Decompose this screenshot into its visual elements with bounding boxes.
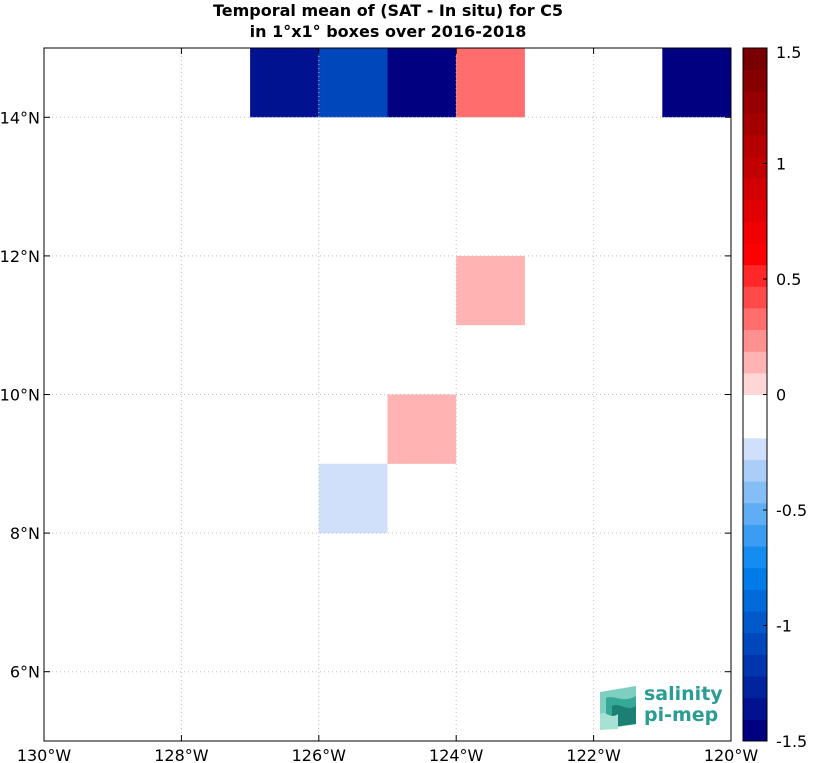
colorbar-segment	[743, 459, 767, 482]
heatmap-cell	[456, 186, 525, 256]
colorbar-segment	[743, 48, 767, 71]
x-tick-label: 120°W	[704, 746, 759, 763]
x-tick-label: 122°W	[566, 746, 621, 763]
heatmap-cell	[318, 48, 388, 118]
colorbar-segment	[743, 502, 767, 525]
heatmap-cell	[318, 463, 388, 534]
colorbar-segment	[743, 329, 767, 352]
colorbar-segment	[743, 697, 767, 720]
colorbar-segment	[743, 69, 767, 92]
y-tick-label: 6°N	[10, 663, 40, 682]
heatmap-cell	[456, 255, 525, 326]
colorbar-segment	[743, 221, 767, 244]
colorbar-segment	[743, 242, 767, 266]
y-tick-label: 10°N	[0, 386, 40, 405]
colorbar-segment	[743, 156, 767, 179]
logo-text-salinity: salinity	[644, 683, 723, 705]
colorbar-segment	[743, 286, 767, 309]
x-tick-label: 128°W	[154, 746, 209, 763]
colorbar-segment	[743, 589, 767, 612]
chart-title: Temporal mean of (SAT - In situ) for C5 …	[0, 0, 776, 42]
colorbar-segment	[743, 416, 767, 439]
colorbar-segment	[743, 134, 767, 157]
colorbar-segment	[743, 307, 767, 331]
y-tick-label: 14°N	[0, 108, 40, 127]
colorbar-tick-label: 0	[776, 386, 786, 405]
colorbar-segment	[743, 177, 767, 201]
salinity-pi-mep-logo: salinity pi-mep	[596, 682, 724, 732]
x-tick-label: 126°W	[292, 746, 347, 763]
colorbar-segment	[743, 546, 767, 569]
y-tick-label: 12°N	[0, 247, 40, 266]
colorbar-segment	[743, 351, 767, 374]
logo-text-pi-mep: pi-mep	[644, 704, 719, 726]
colorbar-segment	[743, 719, 767, 742]
colorbar-segment	[743, 394, 767, 417]
colorbar-segment	[743, 567, 767, 590]
colorbar-segment	[743, 676, 767, 699]
colorbar-segment	[743, 91, 767, 114]
colorbar-segment	[743, 372, 767, 395]
y-tick-label: 8°N	[10, 524, 40, 543]
colorbar-segment	[743, 524, 767, 547]
x-tick-label: 130°W	[17, 746, 72, 763]
colorbar-segment	[743, 632, 767, 655]
wave-logo-icon	[600, 686, 636, 730]
heatmap-cell	[387, 394, 457, 464]
heatmap-cell	[662, 48, 731, 118]
colorbar-segment	[743, 481, 767, 504]
colorbar-segment	[743, 611, 767, 634]
chart-title-line-2: in 1°x1° boxes over 2016-2018	[249, 22, 527, 41]
colorbar-segment	[743, 199, 767, 222]
colorbar-tick-label: 1	[776, 155, 786, 174]
colorbar-segment	[743, 654, 767, 677]
colorbar-segment	[743, 437, 767, 460]
colorbar-tick-label: 0.5	[776, 270, 801, 289]
colorbar-segment	[743, 112, 767, 136]
heatmap-cell	[250, 48, 319, 118]
heatmap-cell	[387, 48, 457, 118]
colorbar-segment	[743, 264, 767, 287]
chart-title-line-1: Temporal mean of (SAT - In situ) for C5	[212, 1, 564, 20]
colorbar-tick-label: -1.5	[776, 732, 807, 751]
colorbar-tick-label: -0.5	[776, 501, 807, 520]
colorbar-tick-label: 1.5	[776, 43, 801, 62]
heatmap-cell	[456, 48, 525, 118]
colorbar-tick-label: -1	[776, 617, 792, 636]
x-tick-label: 124°W	[429, 746, 484, 763]
